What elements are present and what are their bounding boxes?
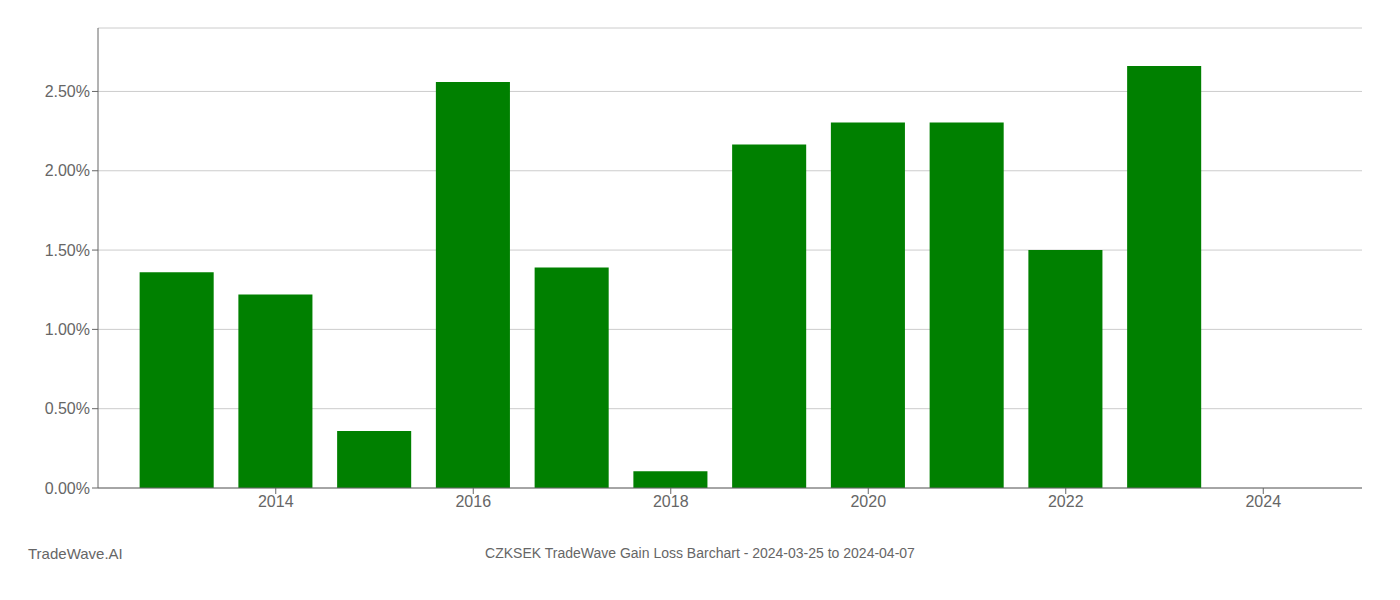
svg-text:0.50%: 0.50% [45,400,90,417]
svg-text:2024: 2024 [1245,493,1281,510]
svg-text:2020: 2020 [850,493,886,510]
svg-text:2.00%: 2.00% [45,162,90,179]
svg-text:0.00%: 0.00% [45,480,90,497]
svg-text:2016: 2016 [455,493,491,510]
html-text:TradeWave.AI: TradeWave.AI [28,544,123,562]
svg-text:2014: 2014 [258,493,294,510]
svg-text:2.50%: 2.50% [45,83,90,100]
svg-text:2018: 2018 [653,493,689,510]
svg-text:1.00%: 1.00% [45,321,90,338]
html-text:CZKSEK TradeWave Gain Loss Bar: CZKSEK TradeWave Gain Loss Barchart - 20… [485,545,915,561]
svg-text:2022: 2022 [1048,493,1084,510]
svg-text:1.50%: 1.50% [45,242,90,259]
